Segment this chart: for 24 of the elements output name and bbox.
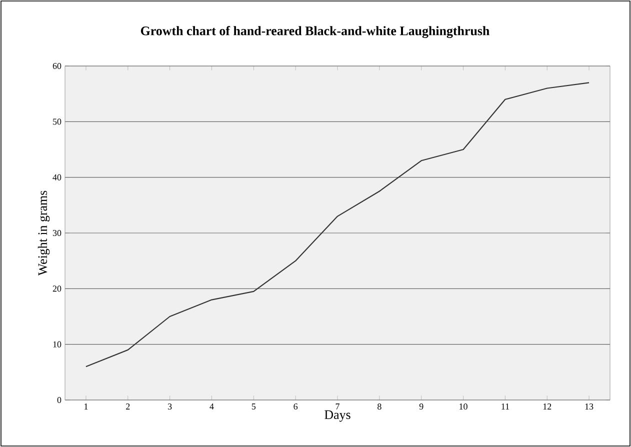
y-tick-label: 30 — [52, 230, 62, 236]
x-tick-label: 12 — [543, 404, 552, 410]
y-axis-title: Weight in grams — [38, 190, 50, 276]
x-tick-label: 5 — [252, 404, 256, 410]
y-tick-label: 60 — [52, 62, 62, 70]
x-tick-label: 10 — [460, 404, 468, 410]
x-tick-label: 2 — [126, 404, 130, 410]
x-tick-label: 1 — [84, 404, 88, 410]
y-tick-label: 40 — [52, 174, 62, 180]
x-tick-label: 3 — [168, 404, 172, 410]
x-axis-title: Days — [324, 410, 350, 422]
x-tick-label: 6 — [294, 404, 298, 410]
y-tick-label: 20 — [52, 286, 62, 292]
x-tick-label: 7 — [336, 404, 340, 410]
y-tick-label: 50 — [53, 118, 62, 125]
x-tick-label: 13 — [585, 404, 594, 410]
x-tick-label: 11 — [502, 404, 509, 410]
y-tick-label: 10 — [53, 341, 62, 348]
x-tick-label: 4 — [210, 404, 214, 410]
y-tick-label: 0 — [57, 396, 62, 404]
chart-title: Growth chart of hand-reared Black-and-white Laughingthrush — [140, 26, 490, 38]
x-tick-label: 9 — [419, 404, 424, 410]
line-series — [85, 82, 590, 368]
x-tick-label: 8 — [378, 404, 382, 410]
